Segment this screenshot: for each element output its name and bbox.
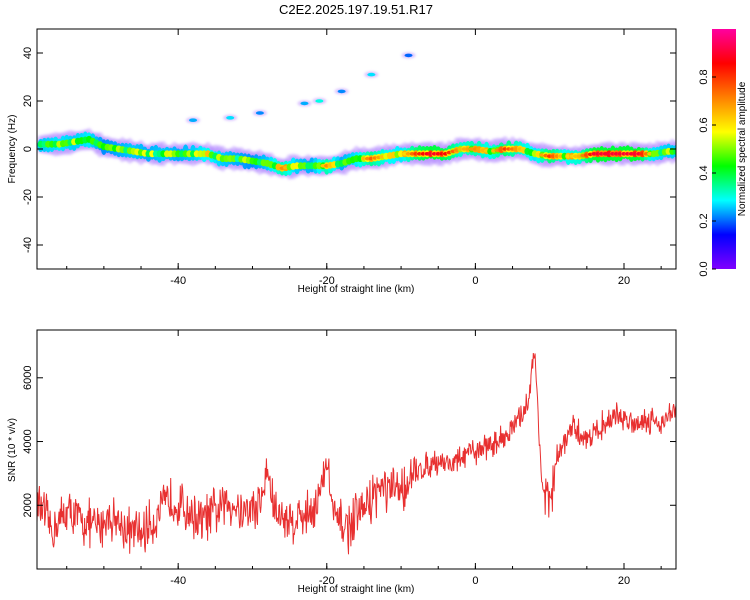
snr-x-axis-label: Height of straight line (km) [298, 584, 415, 595]
spectrogram-y-tick-label: 20 [22, 95, 34, 107]
snr-x-tick-label: -40 [170, 575, 186, 587]
snr-frame [36, 329, 677, 570]
spectrogram-faint-core [404, 53, 413, 58]
snr-x-tick-label: -20 [319, 575, 335, 587]
snr-x-tick-label: 0 [472, 575, 478, 587]
spectrogram-cell-mid [673, 147, 676, 155]
colorbar-tick-label: 0.6 [698, 117, 710, 132]
colorbar-tick-label: 0.8 [698, 69, 710, 84]
snr-y-tick-label: 2000 [22, 493, 34, 517]
snr-panel: -40 -20 0 20 2000 4000 6000 Height of straigh… [7, 329, 677, 595]
spectrogram-x-tick-label: -40 [170, 275, 186, 287]
spectrogram-faint-core [300, 101, 309, 106]
snr-plot-area [37, 330, 676, 569]
spectrogram-x-ticks: -40 -20 0 20 [66, 29, 662, 287]
spectrogram-x-axis-label: Height of straight line (km) [298, 284, 415, 295]
spectrogram-x-tick-label: 0 [472, 275, 478, 287]
snr-series-line [37, 352, 676, 555]
spectrogram-y-tick-label: 40 [22, 47, 34, 59]
spectrogram-y-tick-label: -20 [22, 189, 34, 205]
spectrogram-faint-core [337, 89, 346, 94]
colorbar-ticks: 0.0 0.2 0.4 0.6 0.8 [698, 69, 716, 277]
spectrogram-y-tick-label: -40 [22, 237, 34, 253]
snr-y-tick-label: 6000 [22, 366, 34, 390]
colorbar: 0.0 0.2 0.4 0.6 0.8 Normalized spectral ampl… [698, 29, 748, 277]
snr-x-ticks: -40 -20 0 20 [66, 330, 662, 587]
snr-y-ticks: 2000 4000 6000 [22, 366, 676, 518]
spectrogram-cells [37, 53, 676, 177]
snr-x-tick-label: 20 [618, 575, 630, 587]
colorbar-swatch [712, 29, 736, 269]
spectrogram-faint-core [189, 118, 198, 122]
spectrogram-x-tick-label: -20 [319, 275, 335, 287]
spectrogram-y-tick-label: 0 [22, 146, 34, 152]
spectrogram-panel: -40 -20 0 20 -40 -20 0 20 40 Height of straight… [7, 28, 677, 295]
colorbar-tick-label: 0.0 [698, 261, 710, 276]
colorbar-tick-label: 0.4 [698, 165, 710, 180]
spectrogram-faint-core [367, 72, 376, 77]
spectrogram-faint-core [255, 111, 264, 115]
spectrogram-faint-core [315, 99, 324, 103]
spectrogram-y-ticks: -40 -20 0 20 40 [22, 47, 676, 253]
chart-title: C2E2.2025.197.19.51.R17 [279, 2, 433, 17]
colorbar-tick-label: 0.2 [698, 213, 710, 228]
spectrogram-y-axis-label: Frequency (Hz) [7, 115, 18, 184]
snr-y-tick-label: 4000 [22, 429, 34, 453]
spectrogram-x-tick-label: 20 [618, 275, 630, 287]
colorbar-label: Normalized spectral amplitude [737, 81, 748, 216]
spectrogram-faint-core [226, 116, 235, 120]
snr-y-axis-label: SNR (10 * v/v) [7, 418, 18, 482]
